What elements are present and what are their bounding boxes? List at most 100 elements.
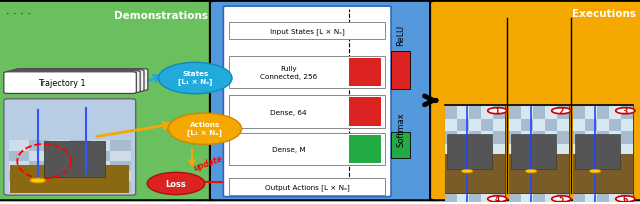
Bar xyxy=(49,171,70,182)
Bar xyxy=(573,132,585,144)
Bar xyxy=(110,171,131,182)
FancyBboxPatch shape xyxy=(210,2,436,200)
Bar xyxy=(557,107,569,119)
Bar xyxy=(545,132,557,144)
Bar xyxy=(511,134,556,169)
Bar xyxy=(621,132,633,144)
Bar xyxy=(509,194,569,204)
Bar xyxy=(585,119,597,132)
Bar xyxy=(585,132,597,144)
Bar xyxy=(533,119,545,132)
Bar xyxy=(493,194,505,204)
Bar xyxy=(49,182,70,192)
Text: Executions: Executions xyxy=(572,9,636,19)
Text: update: update xyxy=(193,153,225,172)
Bar xyxy=(9,151,29,161)
Bar xyxy=(9,161,29,171)
Bar xyxy=(110,141,131,151)
Bar xyxy=(573,194,633,204)
Bar xyxy=(469,194,481,204)
Bar xyxy=(533,194,545,204)
Text: Dense, 64: Dense, 64 xyxy=(271,109,307,115)
Bar xyxy=(70,161,90,171)
Bar xyxy=(9,141,29,151)
Bar xyxy=(445,154,505,193)
Bar xyxy=(533,132,545,144)
Ellipse shape xyxy=(158,63,232,94)
Bar xyxy=(573,107,585,119)
Bar xyxy=(509,144,521,157)
FancyBboxPatch shape xyxy=(8,71,140,93)
FancyBboxPatch shape xyxy=(229,23,385,40)
Text: Output Actions [L × Nₐ]: Output Actions [L × Nₐ] xyxy=(265,183,349,190)
Bar xyxy=(557,119,569,132)
Bar xyxy=(70,141,90,151)
Bar xyxy=(545,144,557,157)
Bar xyxy=(349,98,381,126)
Bar xyxy=(457,107,469,119)
Bar xyxy=(110,151,131,161)
Bar xyxy=(29,171,49,182)
Text: Trajectory 1: Trajectory 1 xyxy=(38,79,85,88)
Bar xyxy=(521,119,533,132)
Bar xyxy=(349,135,381,163)
Bar xyxy=(49,141,70,151)
FancyBboxPatch shape xyxy=(4,99,136,195)
Bar xyxy=(90,161,110,171)
Bar xyxy=(557,194,569,204)
Bar xyxy=(597,119,609,132)
Text: Behavioral Cloning: Behavioral Cloning xyxy=(268,9,379,19)
Text: 4: 4 xyxy=(495,194,500,203)
Text: Trajectory 4: Trajectory 4 xyxy=(49,76,97,85)
Bar xyxy=(585,144,597,157)
Ellipse shape xyxy=(147,172,205,195)
Bar xyxy=(597,144,609,157)
Bar xyxy=(447,134,492,169)
Bar xyxy=(509,154,569,193)
FancyBboxPatch shape xyxy=(15,69,148,91)
Bar xyxy=(521,194,533,204)
Text: Trajectory 2: Trajectory 2 xyxy=(42,78,89,87)
Bar xyxy=(10,165,129,193)
Bar xyxy=(621,119,633,132)
Bar xyxy=(44,141,105,177)
Bar xyxy=(621,107,633,119)
Bar xyxy=(49,151,70,161)
Bar xyxy=(493,132,505,144)
Bar xyxy=(457,144,469,157)
FancyBboxPatch shape xyxy=(430,2,640,200)
Bar xyxy=(49,161,70,171)
Bar xyxy=(545,107,557,119)
Bar xyxy=(509,194,521,204)
Bar xyxy=(29,182,49,192)
Bar xyxy=(70,171,90,182)
Bar xyxy=(597,107,609,119)
Text: Input States [L × Nₛ]: Input States [L × Nₛ] xyxy=(270,28,344,35)
Bar xyxy=(469,144,481,157)
Circle shape xyxy=(488,108,507,114)
Circle shape xyxy=(525,170,537,173)
Ellipse shape xyxy=(168,113,242,145)
Bar xyxy=(445,132,457,144)
Bar xyxy=(457,194,469,204)
Bar xyxy=(90,182,110,192)
Bar xyxy=(469,132,481,144)
Bar xyxy=(609,107,621,119)
Bar xyxy=(597,194,609,204)
Circle shape xyxy=(616,108,635,114)
Bar xyxy=(445,107,457,119)
Bar xyxy=(573,194,585,204)
Bar xyxy=(29,141,49,151)
Bar xyxy=(349,59,381,87)
Text: Trajectory 3: Trajectory 3 xyxy=(45,77,93,86)
Bar xyxy=(597,132,609,144)
Text: Demonstrations: Demonstrations xyxy=(114,11,208,21)
Bar xyxy=(110,182,131,192)
Text: Softmax: Softmax xyxy=(396,112,405,146)
Text: 5: 5 xyxy=(559,194,564,203)
Bar xyxy=(521,144,533,157)
Bar xyxy=(545,194,557,204)
Text: 6: 6 xyxy=(623,194,628,203)
Bar xyxy=(609,132,621,144)
Bar xyxy=(521,132,533,144)
